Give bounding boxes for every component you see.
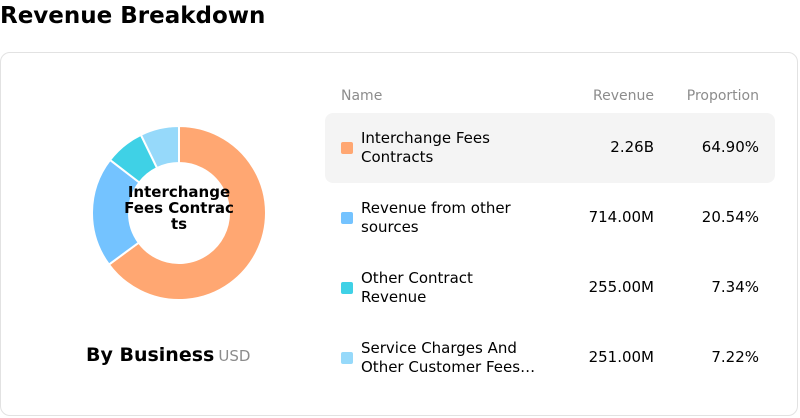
donut-chart: Interchange Fees Contracts (93, 122, 265, 302)
header-proportion: Proportion (686, 88, 759, 104)
table-row[interactable]: Service Charges And Other Customer Fees… 2… (325, 323, 775, 393)
caption-title: By Business (86, 344, 215, 366)
chart-caption: By Business USD (86, 344, 250, 366)
row-revenue: 255.00M (588, 278, 654, 296)
row-name: Revenue from other sources (361, 199, 551, 237)
donut-slice-3[interactable] (139, 124, 180, 170)
donut-slice-0[interactable] (107, 124, 265, 301)
legend-swatch (341, 212, 353, 224)
row-name: Service Charges And Other Customer Fees… (361, 339, 551, 377)
legend-swatch (341, 352, 353, 364)
row-proportion: 20.54% (701, 208, 759, 226)
row-name: Interchange Fees Contracts (361, 129, 551, 167)
revenue-card (0, 52, 798, 416)
row-revenue: 2.26B (610, 138, 654, 156)
row-revenue: 251.00M (588, 348, 654, 366)
row-name-line: Service Charges And (361, 339, 517, 357)
row-name-line: Interchange Fees (361, 129, 490, 147)
row-proportion: 64.90% (701, 138, 759, 156)
row-name-line: Revenue from other (361, 199, 511, 217)
row-revenue: 714.00M (588, 208, 654, 226)
row-name: Other Contract Revenue (361, 269, 551, 307)
table-row[interactable]: Revenue from other sources 714.00M 20.54% (325, 183, 775, 253)
header-name: Name (341, 88, 383, 104)
donut-center-label: Interchange Fees Contracts (124, 183, 234, 233)
row-name-line: Other Contract (361, 269, 473, 287)
legend-swatch (341, 142, 353, 154)
row-proportion: 7.34% (711, 278, 759, 296)
row-proportion: 7.22% (711, 348, 759, 366)
row-name-line: Contracts (361, 148, 434, 166)
legend-swatch (341, 282, 353, 294)
row-name-line: Other Customer Fees… (361, 358, 536, 376)
row-name-line: Revenue (361, 288, 427, 306)
row-name-line: sources (361, 218, 419, 236)
table-row[interactable]: Interchange Fees Contracts 2.26B 64.90% (325, 113, 775, 183)
donut-svg (93, 124, 265, 301)
page-title: Revenue Breakdown (0, 3, 266, 29)
caption-unit: USD (218, 347, 251, 365)
header-revenue: Revenue (593, 88, 654, 104)
table-row[interactable]: Other Contract Revenue 255.00M 7.34% (325, 253, 775, 323)
